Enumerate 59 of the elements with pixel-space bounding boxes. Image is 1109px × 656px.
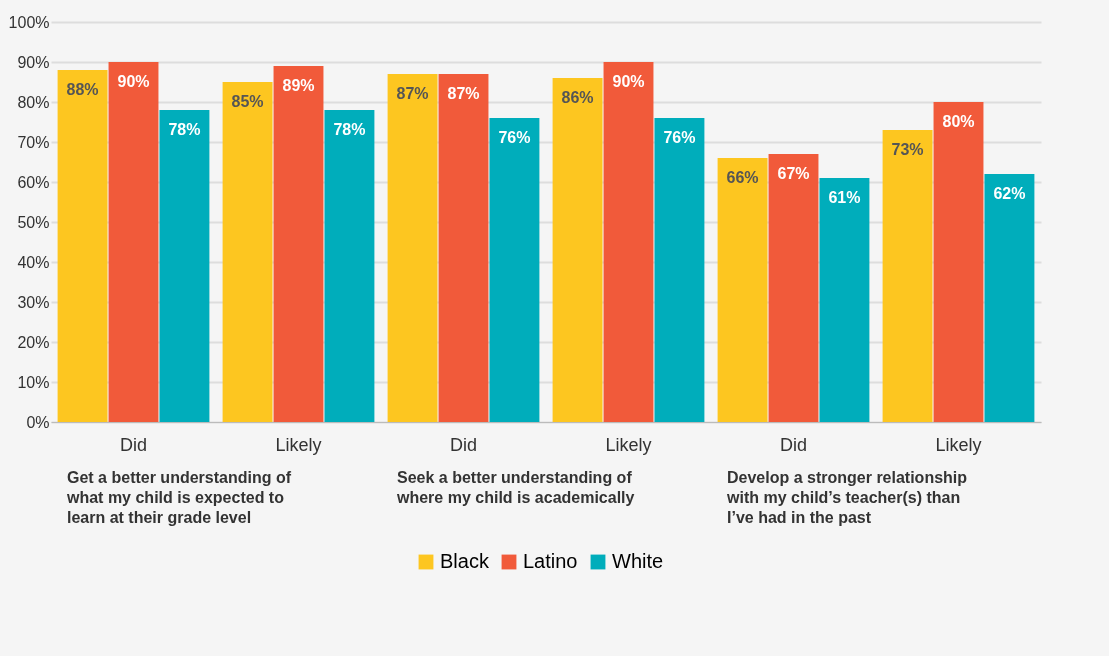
legend-label: Latino xyxy=(523,550,578,572)
x-tick-label: Likely xyxy=(275,434,322,455)
text: 80% xyxy=(942,113,975,130)
bar xyxy=(984,174,1035,422)
y-tick-label: 100% xyxy=(8,13,50,31)
y-tick-label: 40% xyxy=(17,253,50,271)
bar xyxy=(768,154,819,422)
y-tick-label: 0% xyxy=(26,413,50,431)
text: 67% xyxy=(777,165,810,182)
bar xyxy=(57,70,108,422)
text: 76% xyxy=(498,129,531,146)
legend-label: Black xyxy=(440,550,490,572)
text: Develop a stronger relationship with my child’s teacher(s) than I’ve had in the past xyxy=(726,469,968,526)
x-tick-label: Did xyxy=(119,434,148,455)
text: 90% xyxy=(612,73,645,90)
y-tick-label: 60% xyxy=(17,173,50,191)
bar xyxy=(654,118,705,422)
text: 87% xyxy=(447,85,480,102)
bar xyxy=(273,66,324,422)
y-tick-label: 10% xyxy=(17,373,50,391)
text: 78% xyxy=(168,121,201,138)
y-tick-label: 90% xyxy=(17,53,50,71)
bar xyxy=(438,74,489,422)
text: 87% xyxy=(396,85,429,102)
bar xyxy=(489,118,540,422)
bar xyxy=(819,178,870,422)
bar xyxy=(933,102,984,422)
y-tick-label: 20% xyxy=(17,333,50,351)
y-tick-label: 30% xyxy=(17,293,50,311)
bar xyxy=(159,110,210,422)
text: 89% xyxy=(282,77,315,94)
text: Seek a better understanding of where my child is academically xyxy=(396,469,635,506)
bar xyxy=(387,74,438,422)
text: 85% xyxy=(231,93,264,110)
bar xyxy=(717,158,768,422)
text: 66% xyxy=(726,169,759,186)
text: 78% xyxy=(333,121,366,138)
text: 73% xyxy=(891,141,924,158)
x-tick-label: Likely xyxy=(605,434,652,455)
y-tick-label: 70% xyxy=(17,133,50,151)
x-tick-label: Did xyxy=(779,434,808,455)
text: 76% xyxy=(663,129,696,146)
text: Get a better understanding of what my child is expected to learn at their grade level xyxy=(66,469,292,526)
bar xyxy=(603,62,654,422)
bar xyxy=(324,110,375,422)
legend-label: White xyxy=(612,550,664,572)
text: 61% xyxy=(828,189,861,206)
text: 86% xyxy=(561,89,594,106)
y-tick-label: 80% xyxy=(17,93,50,111)
bar xyxy=(108,62,159,422)
text: 62% xyxy=(993,185,1026,202)
x-tick-label: Likely xyxy=(935,434,982,455)
text: 88% xyxy=(66,81,99,98)
bar xyxy=(552,78,603,422)
y-tick-label: 50% xyxy=(17,213,50,231)
bar xyxy=(222,82,273,422)
text: 90% xyxy=(117,73,150,90)
bar xyxy=(882,130,933,422)
x-tick-label: Did xyxy=(449,434,478,455)
